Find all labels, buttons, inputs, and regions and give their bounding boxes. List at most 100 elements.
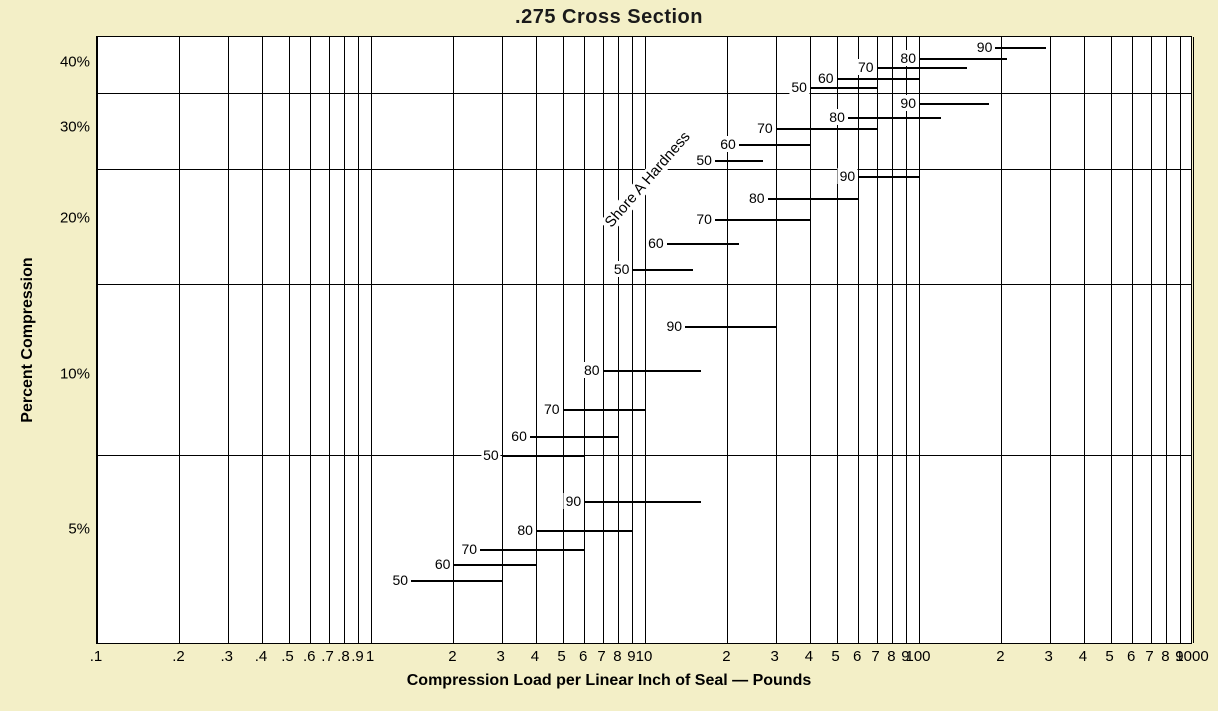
x-tick-label: 5 xyxy=(557,648,565,665)
x-gridline xyxy=(262,37,263,643)
x-gridline xyxy=(727,37,728,643)
x-gridline xyxy=(892,37,893,643)
page-background: .275 Cross Section 506070809050607080905… xyxy=(0,0,1218,711)
y-tick-label: 30% xyxy=(60,119,90,136)
x-tick-label: 5 xyxy=(1105,648,1113,665)
y-gridline xyxy=(97,93,1191,94)
x-tick-label: 7 xyxy=(871,648,879,665)
x-gridline xyxy=(1001,37,1002,643)
x-gridline xyxy=(371,37,372,643)
series-label: 50 xyxy=(694,152,714,168)
x-tick-label: .3 xyxy=(220,648,233,665)
x-tick-label: 6 xyxy=(853,648,861,665)
x-tick-label: 1 xyxy=(366,648,374,665)
series-label: 70 xyxy=(542,401,562,417)
x-gridline xyxy=(603,37,604,643)
x-gridline xyxy=(1151,37,1152,643)
x-tick-label: 4 xyxy=(1079,648,1087,665)
series-segment xyxy=(632,269,693,271)
x-tick-label: 7 xyxy=(597,648,605,665)
y-tick-label: 20% xyxy=(60,210,90,227)
series-segment xyxy=(411,580,502,582)
series-label: 90 xyxy=(564,493,584,509)
y-tick-label: 40% xyxy=(60,54,90,71)
y-tick-label: 10% xyxy=(60,365,90,382)
series-label: 90 xyxy=(664,318,684,334)
series-segment xyxy=(603,370,701,372)
series-label: 60 xyxy=(433,556,453,572)
x-tick-label: 6 xyxy=(579,648,587,665)
x-tick-label: 3 xyxy=(1045,648,1053,665)
series-label: 90 xyxy=(838,168,858,184)
plot-area: 5060708090506070809050607080905060708090… xyxy=(96,36,1192,644)
series-label: 60 xyxy=(509,428,529,444)
x-gridline xyxy=(1050,37,1051,643)
series-label: 70 xyxy=(694,211,714,227)
series-segment xyxy=(768,198,859,200)
x-tick-label: .1 xyxy=(90,648,103,665)
x-gridline xyxy=(1180,37,1181,643)
series-segment xyxy=(919,58,1007,60)
x-gridline xyxy=(358,37,359,643)
x-gridline xyxy=(179,37,180,643)
x-axis-label: Compression Load per Linear Inch of Seal… xyxy=(0,672,1218,690)
series-label: 50 xyxy=(612,261,632,277)
y-axis-label: Percent Compression xyxy=(19,250,37,430)
x-gridline xyxy=(584,37,585,643)
x-gridline xyxy=(228,37,229,643)
x-gridline xyxy=(906,37,907,643)
x-tick-label: .2 xyxy=(172,648,185,665)
x-tick-label: 9 xyxy=(627,648,635,665)
series-label: 50 xyxy=(481,447,501,463)
series-segment xyxy=(848,117,941,119)
shore-hardness-label: Shore A Hardness xyxy=(599,126,695,233)
x-gridline xyxy=(1166,37,1167,643)
series-segment xyxy=(877,67,968,69)
series-label: 60 xyxy=(646,235,666,251)
series-segment xyxy=(715,219,810,221)
x-tick-label: .5 xyxy=(281,648,294,665)
x-tick-label: .4 xyxy=(255,648,268,665)
series-segment xyxy=(530,436,619,438)
chart-title: .275 Cross Section xyxy=(0,6,1218,29)
x-gridline xyxy=(919,37,920,643)
series-label: 70 xyxy=(755,120,775,136)
x-gridline xyxy=(1193,37,1194,643)
x-tick-label: .6 xyxy=(303,648,316,665)
x-tick-label: 2 xyxy=(722,648,730,665)
series-segment xyxy=(584,501,701,503)
series-segment xyxy=(739,144,810,146)
x-tick-label: .7 xyxy=(321,648,334,665)
series-label: 50 xyxy=(390,572,410,588)
series-segment xyxy=(536,530,632,532)
series-label: 80 xyxy=(747,190,767,206)
x-tick-label: 10 xyxy=(636,648,653,665)
x-tick-label: .9 xyxy=(351,648,364,665)
series-segment xyxy=(837,78,919,80)
y-gridline xyxy=(97,284,1191,285)
x-tick-label: 3 xyxy=(771,648,779,665)
series-segment xyxy=(858,176,919,178)
series-label: 50 xyxy=(789,79,809,95)
series-label: 80 xyxy=(898,50,918,66)
x-gridline xyxy=(877,37,878,643)
series-label: 60 xyxy=(718,136,738,152)
series-label: 80 xyxy=(515,522,535,538)
x-tick-label: 100 xyxy=(905,648,930,665)
series-label: 60 xyxy=(816,70,836,86)
y-tick-label: 5% xyxy=(68,521,90,538)
series-label: 70 xyxy=(459,541,479,557)
x-tick-label: 2 xyxy=(448,648,456,665)
x-gridline xyxy=(344,37,345,643)
x-tick-label: 6 xyxy=(1127,648,1135,665)
x-tick-label: 4 xyxy=(805,648,813,665)
x-tick-label: 7 xyxy=(1145,648,1153,665)
x-tick-label: 1000 xyxy=(1175,648,1208,665)
x-gridline xyxy=(1132,37,1133,643)
series-label: 80 xyxy=(827,109,847,125)
series-segment xyxy=(685,326,776,328)
series-label: 90 xyxy=(898,95,918,111)
x-tick-label: 5 xyxy=(831,648,839,665)
x-gridline xyxy=(1111,37,1112,643)
x-gridline xyxy=(1084,37,1085,643)
